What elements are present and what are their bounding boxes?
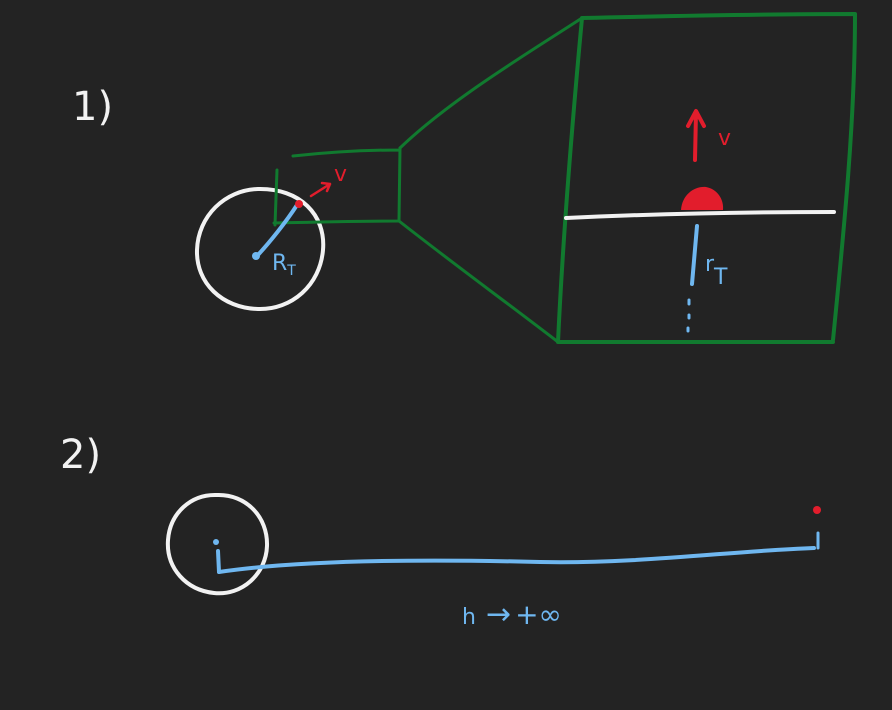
far-object-dot bbox=[813, 506, 821, 514]
zoom-velocity-arrow bbox=[686, 109, 706, 162]
earth-circle-1 bbox=[194, 186, 326, 312]
diagram-1: 1) RT v v rT bbox=[72, 12, 857, 345]
distance-label: h → +∞ bbox=[462, 597, 562, 632]
velocity-arrow bbox=[309, 181, 332, 198]
earth-circle-2 bbox=[165, 492, 270, 596]
distance-line bbox=[217, 546, 816, 574]
diagram-2: 2) h → +∞ bbox=[60, 432, 821, 632]
earth-2-center-dot bbox=[213, 539, 219, 545]
diagram-2-label: 2) bbox=[60, 432, 101, 478]
velocity-label: v bbox=[334, 162, 347, 187]
zoom-radius-line bbox=[690, 224, 699, 286]
earth-center-dot bbox=[252, 252, 260, 260]
zoom-surface-line bbox=[564, 210, 836, 220]
zoom-source-box bbox=[272, 146, 402, 227]
zoom-box bbox=[556, 12, 857, 345]
zoom-radius-label: rT bbox=[705, 252, 728, 290]
zoom-radius-dots bbox=[686, 298, 691, 333]
earth-2-radius-stub bbox=[216, 549, 221, 574]
zoom-funnel-lines bbox=[397, 16, 584, 344]
zoom-object bbox=[681, 186, 724, 210]
radius-line bbox=[255, 203, 299, 258]
zoom-velocity-label: v bbox=[718, 126, 731, 151]
object-dot bbox=[295, 200, 303, 208]
diagram-1-label: 1) bbox=[72, 84, 113, 130]
radius-label: RT bbox=[272, 251, 296, 279]
